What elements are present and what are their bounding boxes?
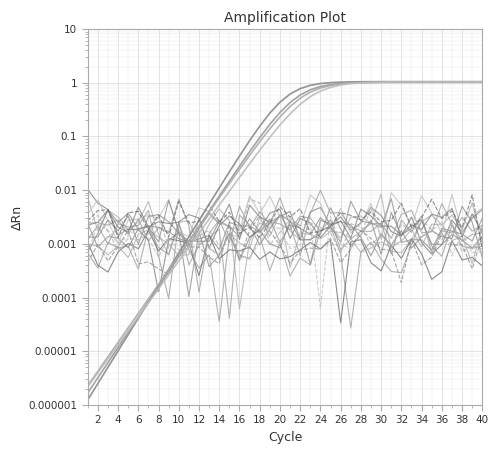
X-axis label: Cycle: Cycle: [268, 431, 302, 444]
Y-axis label: ΔRn: ΔRn: [11, 204, 24, 230]
Title: Amplification Plot: Amplification Plot: [224, 11, 346, 25]
